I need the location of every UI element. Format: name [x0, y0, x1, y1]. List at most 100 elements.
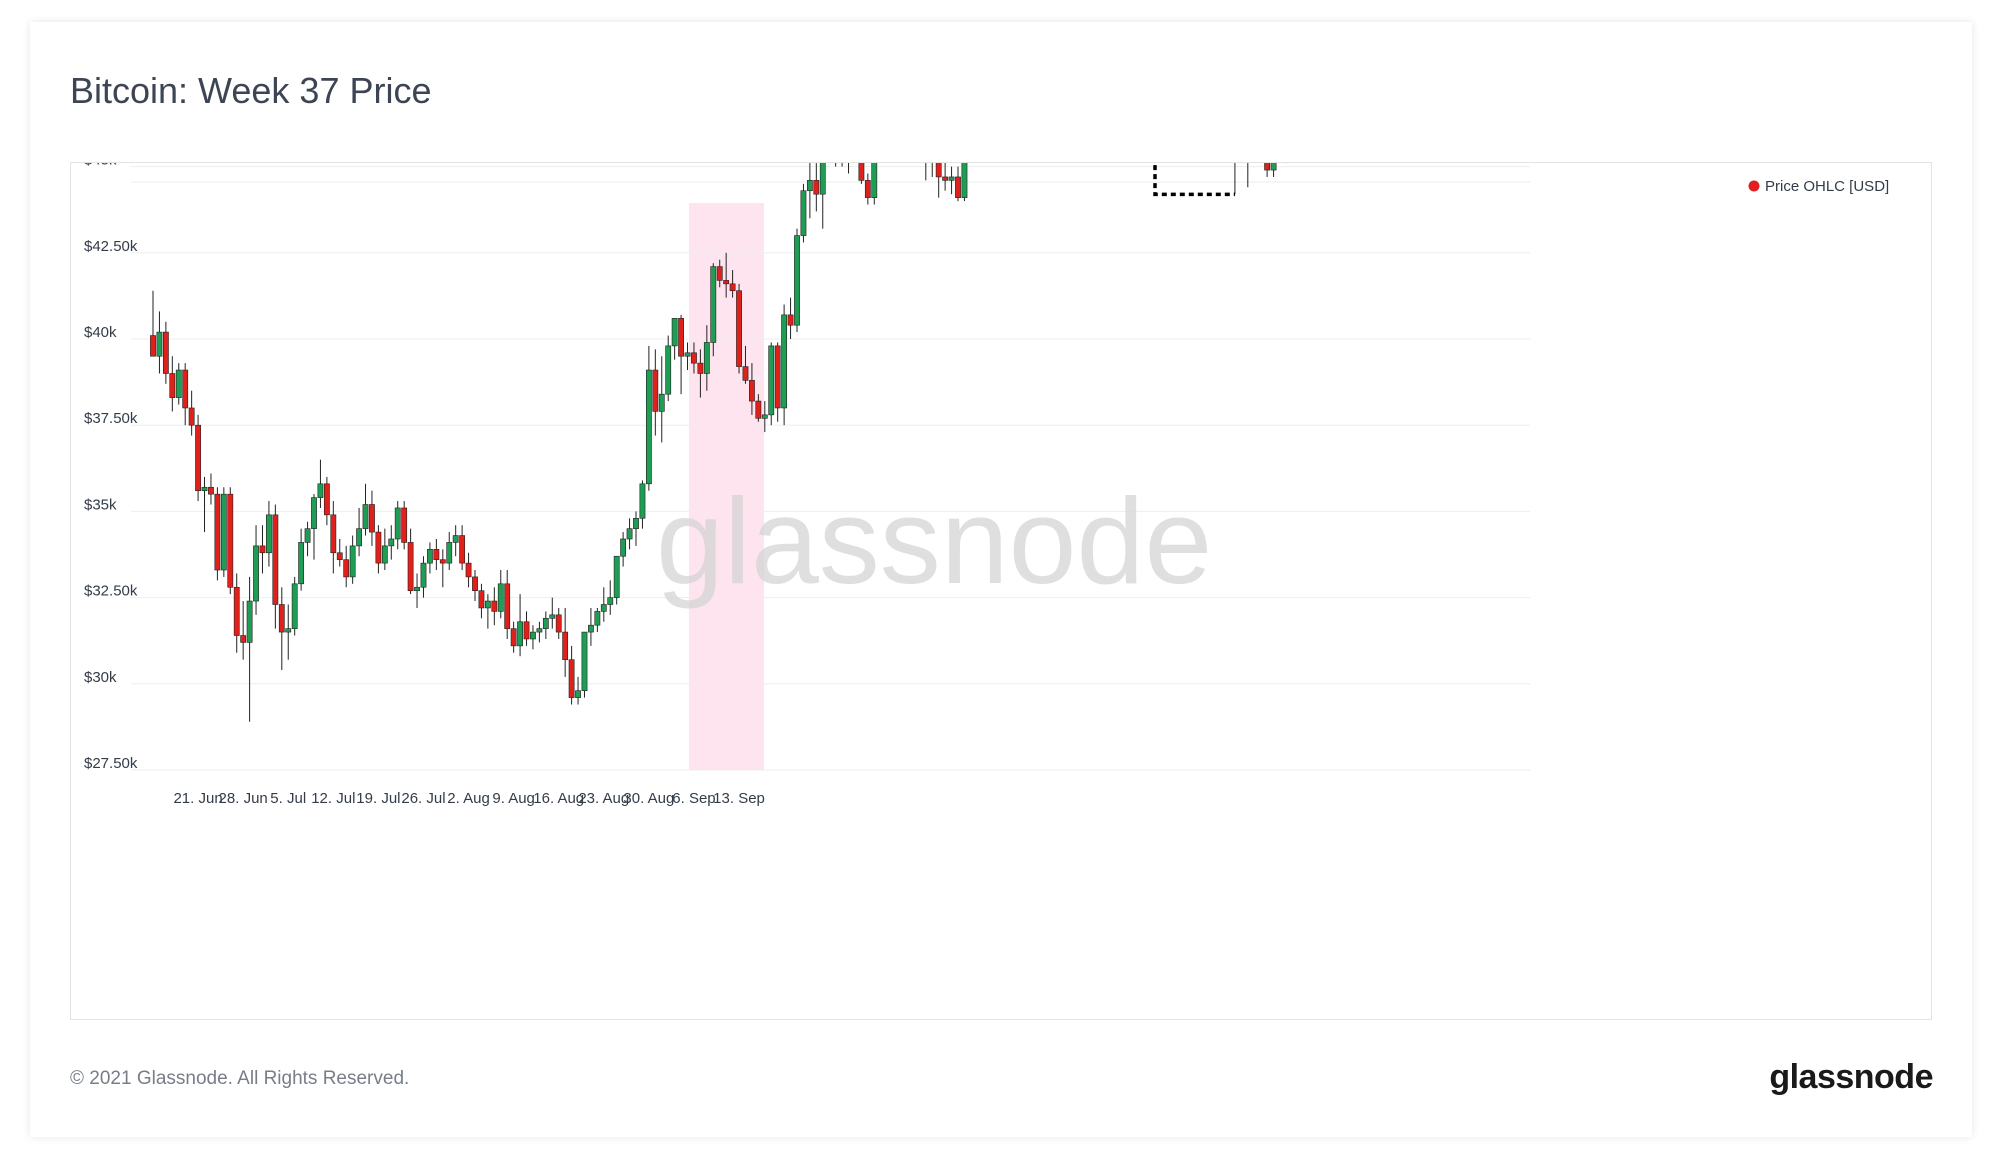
candle-up	[414, 573, 420, 608]
candle-up	[684, 342, 691, 371]
candle-down	[278, 587, 285, 671]
candle-body	[1264, 163, 1271, 171]
candle-up	[311, 494, 317, 560]
candle-body	[542, 617, 549, 629]
candle-body	[465, 562, 472, 578]
candle-down	[150, 290, 156, 357]
x-tick-label: 28. Jun	[219, 790, 268, 807]
candle-down	[433, 538, 440, 571]
candle-up	[620, 532, 627, 567]
candle-up	[304, 521, 311, 557]
candle-up	[517, 594, 523, 657]
candle-up	[871, 163, 878, 205]
candle-up	[253, 525, 259, 615]
candle-up	[671, 318, 678, 360]
candle-body	[955, 176, 961, 198]
y-tick-label: $42.50k	[84, 238, 138, 255]
candle-up	[246, 576, 253, 722]
candles-layer	[150, 163, 1287, 722]
candle-body	[388, 538, 395, 547]
candle-up	[607, 580, 614, 615]
candle-body	[169, 373, 176, 398]
candle-up	[710, 263, 717, 357]
legend[interactable]: Price OHLC [USD]	[1748, 178, 1890, 195]
candle-up	[848, 163, 850, 174]
candle-body	[510, 628, 517, 647]
candle-body	[749, 380, 755, 402]
candle-up	[600, 587, 607, 622]
candle-body	[188, 407, 195, 426]
candle-up	[266, 501, 272, 567]
candle-body	[588, 624, 594, 633]
candle-up	[427, 542, 433, 574]
candle-body	[362, 504, 369, 529]
candle-body	[394, 507, 401, 540]
candle-body	[298, 542, 305, 585]
candle-up	[285, 604, 292, 660]
x-tick-label: 26. Jul	[401, 790, 445, 807]
x-tick-label: 6. Sep	[672, 790, 715, 807]
candle-down	[736, 283, 742, 374]
candle-body	[948, 176, 955, 181]
candle-down	[401, 501, 408, 550]
candle-down	[478, 583, 485, 619]
candle-body	[607, 597, 614, 605]
candle-up	[761, 401, 768, 433]
candle-up	[581, 631, 588, 698]
candle-up	[497, 570, 504, 619]
candle-down	[1234, 163, 1236, 195]
candle-body	[697, 362, 704, 374]
candle-body	[800, 190, 807, 236]
candle-body	[1270, 163, 1277, 171]
candle-down	[729, 270, 736, 298]
candle-body	[285, 628, 292, 633]
candle-body	[523, 621, 530, 640]
candle-body	[729, 283, 736, 292]
candle-body	[446, 542, 453, 564]
candle-body	[716, 266, 723, 281]
candle-body	[304, 528, 311, 543]
candle-body	[278, 604, 285, 633]
candle-body	[214, 493, 221, 571]
candle-body	[736, 290, 742, 367]
candle-body	[349, 545, 356, 578]
candle-down	[955, 166, 961, 202]
candle-body	[671, 318, 678, 347]
candle-body	[150, 335, 156, 357]
candle-body	[774, 345, 781, 409]
candle-body	[620, 538, 627, 557]
candle-up	[446, 532, 453, 571]
x-tick-label: 23. Aug	[578, 790, 629, 807]
candle-down	[1247, 163, 1249, 188]
y-tick-label: $37.50k	[84, 410, 138, 427]
candle-down	[678, 314, 684, 395]
candle-body	[781, 314, 788, 409]
candle-body	[317, 483, 324, 498]
candlestick-chart: glassnode $27.50k$30k$32.50k$35k$37.50k$…	[84, 163, 1890, 807]
candle-body	[723, 280, 730, 285]
glassnode-logo: glassnode	[1769, 1058, 1933, 1096]
candle-up	[835, 163, 837, 167]
candle-body	[626, 528, 633, 540]
week37-low-line	[1153, 163, 1235, 197]
candle-up	[794, 228, 800, 333]
candle-body	[684, 352, 691, 357]
y-tick-label: $40k	[84, 324, 117, 341]
candle-body	[710, 266, 717, 343]
candle-down	[510, 621, 517, 653]
candle-down	[813, 163, 820, 212]
candle-body	[658, 393, 665, 412]
candle-down	[723, 252, 730, 298]
chart-title: Bitcoin: Week 37 Price	[70, 70, 432, 111]
chart-frame: glassnode $27.50k $30k $32.50k $35k $37.50k $…	[70, 162, 1932, 1020]
candle-body	[562, 631, 569, 660]
candle-body	[156, 331, 163, 357]
candle-down	[214, 487, 221, 581]
candle-down	[336, 538, 343, 567]
candle-up	[961, 163, 968, 202]
candle-up	[536, 621, 543, 643]
candle-down	[555, 607, 562, 639]
candle-body	[208, 486, 214, 495]
chart-card	[30, 22, 1972, 1137]
candle-down	[162, 321, 169, 384]
